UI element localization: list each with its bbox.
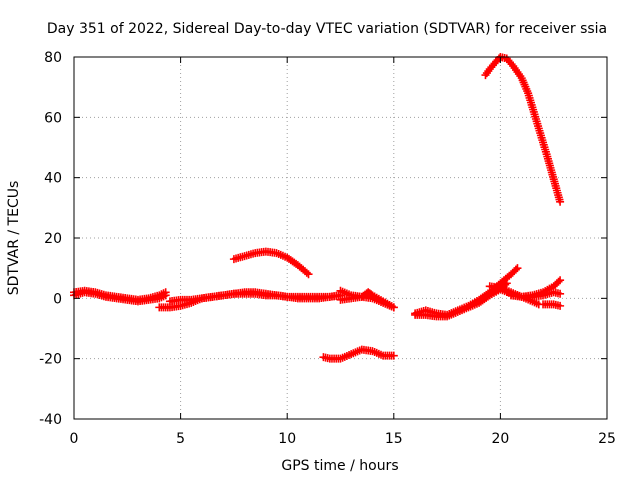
- y-tick-label: -20: [39, 352, 62, 368]
- x-tick-label: 10: [278, 431, 296, 447]
- series-track-15: [481, 53, 565, 206]
- x-tick-label: 0: [70, 431, 79, 447]
- x-tick-label: 15: [385, 431, 403, 447]
- series-track-8: [319, 345, 398, 363]
- series-markers: [229, 247, 313, 279]
- x-tick-label: 5: [176, 431, 185, 447]
- series-track-4: [165, 289, 345, 306]
- series-track-14: [539, 300, 565, 310]
- y-tick-label: -40: [39, 412, 62, 428]
- plot-frame: [73, 56, 608, 420]
- series-markers: [496, 285, 565, 301]
- series-markers: [165, 289, 345, 306]
- grid: [74, 57, 607, 419]
- series-markers: [336, 292, 398, 312]
- series-track-6: [336, 292, 398, 312]
- x-tick-label: 20: [491, 431, 509, 447]
- y-tick-label: 20: [44, 231, 62, 247]
- y-tick-label: 40: [44, 171, 62, 187]
- series-markers: [481, 53, 565, 206]
- series-track-7: [229, 247, 313, 279]
- axis-ticks: 0 5 10 15 20 25 -40 -20 0 20 40 60 80: [39, 50, 616, 447]
- chart-title: Day 351 of 2022, Sidereal Day-to-day VTE…: [47, 21, 607, 37]
- y-tick-label: 0: [53, 291, 62, 307]
- x-tick-label: 25: [598, 431, 616, 447]
- y-axis-label: SDTVAR / TECUs: [6, 181, 22, 296]
- y-tick-label: 80: [44, 50, 62, 66]
- y-tick-label: 60: [44, 110, 62, 126]
- series-track-13: [496, 285, 565, 301]
- x-axis-label: GPS time / hours: [281, 458, 398, 474]
- data-series: [70, 53, 565, 363]
- series-markers: [539, 300, 565, 310]
- series-markers: [319, 345, 398, 363]
